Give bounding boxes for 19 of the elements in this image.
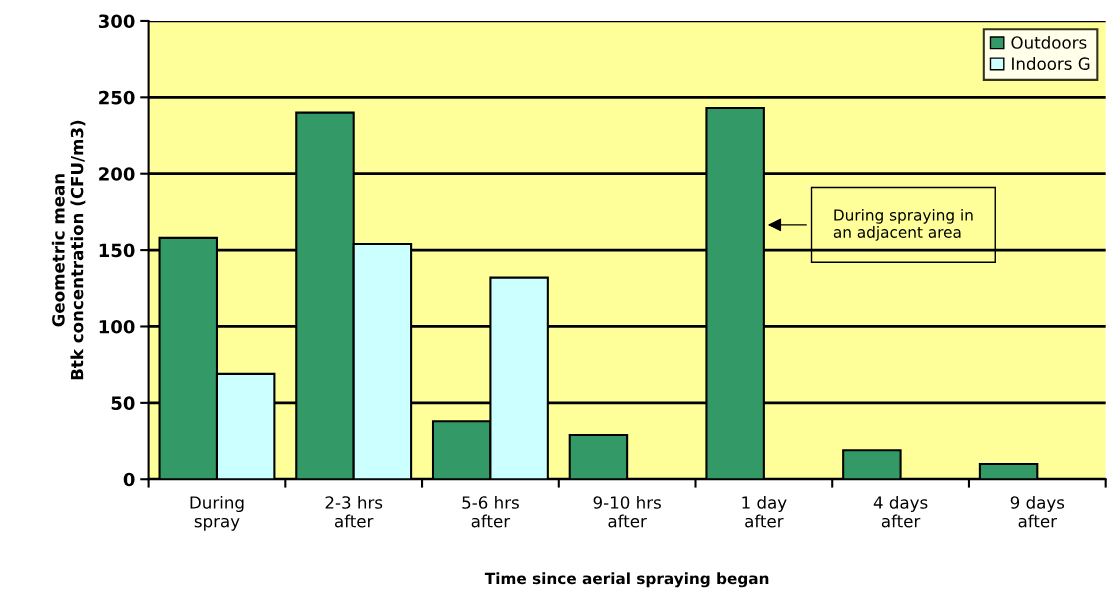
annotation: During spraying in an adjacent area	[833, 208, 973, 241]
y-axis-title: Geometric mean Btk concentration (CFU/m3)	[51, 120, 86, 380]
x-tick-label: 5-6 hrs after	[462, 495, 519, 528]
x-tick-label: 1 day after	[742, 495, 787, 528]
x-tick-label: 9-10 hrs after	[593, 495, 661, 528]
x-tick-label: During spray	[190, 495, 244, 531]
x-tick-label: 2-3 hrs after	[325, 495, 383, 528]
y-tick-label: 300	[98, 14, 135, 29]
x-axis-title: Time since aerial spraying began	[484, 572, 769, 588]
legend-label: Outdoors	[1011, 35, 1087, 49]
y-tick-label: 100	[99, 319, 135, 334]
legend-label: Indoors G	[1012, 57, 1090, 70]
y-tick-label: 0	[123, 472, 135, 487]
x-tick-label: 4 days after	[873, 495, 928, 528]
y-tick-label: 250	[99, 90, 135, 105]
y-tick-label: 150	[99, 243, 135, 258]
y-tick-label: 200	[99, 167, 135, 181]
x-tick-label: 9 days after	[1010, 495, 1065, 528]
y-tick-label: 50	[111, 396, 135, 410]
